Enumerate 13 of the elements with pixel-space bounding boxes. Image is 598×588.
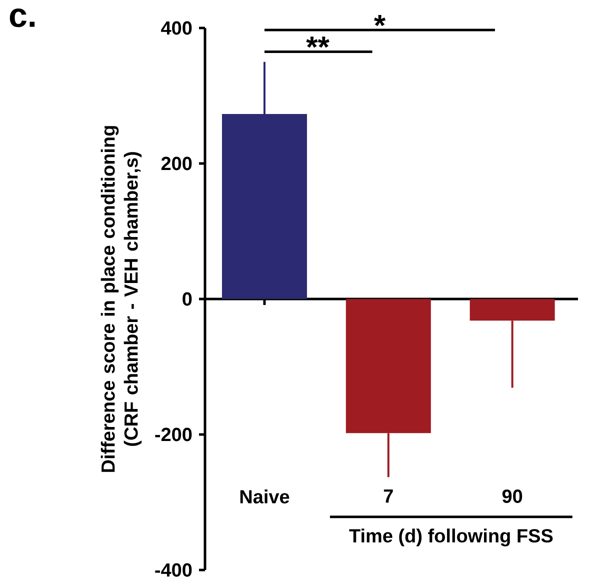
y-tick-label: 400	[161, 21, 192, 35]
y-tick-label: -200	[155, 428, 192, 442]
x-tick-label: 90	[502, 490, 522, 503]
text: *	[374, 14, 386, 26]
annotation: **	[306, 36, 330, 48]
y-tick-label: 200	[161, 156, 192, 170]
y-axis-title: Difference score in place conditioning (CRF chamber - VEH chamber,s)	[100, 126, 142, 472]
text: c.	[10, 8, 35, 28]
y-tick-label: 0	[182, 292, 192, 306]
y-tick-label: -400	[155, 563, 192, 577]
x-tick-label: 7	[384, 490, 393, 503]
x-axis-title: Time (d) following FSS	[349, 528, 553, 546]
x-tick-label: Naive	[240, 490, 290, 504]
